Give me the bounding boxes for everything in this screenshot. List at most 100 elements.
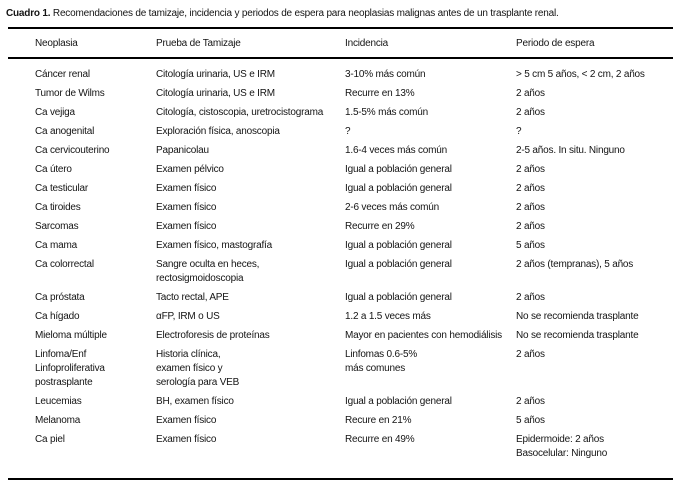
cell-incidencia: Igual a población general [345,183,452,194]
cell-periodo: 2 años [516,396,545,407]
cell-periodo: 5 años [516,240,545,251]
table-row: Ca colorrectal Sangre oculta en heces, re… [8,258,673,291]
cell-periodo: 2 años [516,183,545,194]
cell-prueba: Citología urinaria, US e IRM [156,69,275,80]
cell-periodo: 2 años [516,202,545,213]
cell-periodo: Epidermoide: 2 años Basocelular: Ninguno [516,434,608,459]
table-row: Ca anogenital Exploración física, anoscop… [8,125,673,144]
cell-incidencia: Igual a población general [345,164,452,175]
cell-incidencia: 3-10% más común [345,69,426,80]
table-row: Ca mama Examen físico, mastografía Igual a… [8,239,673,258]
cell-periodo: 2 años [516,221,545,232]
cell-periodo: 2 años [516,88,545,99]
cell-periodo: 2 años [516,107,545,118]
cell-incidencia: 1.6-4 veces más común [345,145,447,156]
cell-periodo: > 5 cm 5 años, < 2 cm, 2 años [516,69,645,80]
cell-periodo: No se recomienda trasplante [516,330,639,341]
cell-periodo: No se recomienda trasplante [516,311,639,322]
table-row: Sarcomas Examen físico Recurre en 29% 2 año… [8,220,673,239]
cell-neoplasia: Ca cervicouterino [35,145,110,156]
cell-prueba: Citología urinaria, US e IRM [156,88,275,99]
cell-neoplasia: Ca anogenital [35,126,95,137]
cell-neoplasia: Ca colorrectal [35,259,94,270]
cell-neoplasia: Sarcomas [35,221,79,232]
column-header-periodo: Periodo de espera [516,38,595,49]
cell-prueba: Sangre oculta en heces, rectosigmoidosco… [156,259,260,284]
cell-incidencia: Recurre en 29% [345,221,415,232]
cell-prueba: Examen físico [156,221,217,232]
column-header-prueba: Prueba de Tamizaje [156,38,241,49]
table-row: Ca hígado αFP, IRM o US 1.2 a 1.5 veces má… [8,310,673,329]
cell-neoplasia: Tumor de Wilms [35,88,105,99]
cell-neoplasia: Mieloma múltiple [35,330,107,341]
cell-incidencia: 1.5-5% más común [345,107,428,118]
cell-incidencia: 2-6 veces más común [345,202,440,213]
cell-prueba: Historia clínica, examen físico y serolo… [156,349,240,388]
table-row: Linfoma/Enf Linfoproliferativa postraspl… [8,348,673,395]
cell-prueba: Examen físico [156,415,217,426]
column-header-incidencia: Incidencia [345,38,389,49]
cell-periodo: 2-5 años. In situ. Ninguno [516,145,625,156]
cell-incidencia: Mayor en pacientes con hemodiálisis [345,330,502,341]
cell-prueba: Exploración física, anoscopia [156,126,280,137]
cell-periodo: 2 años [516,292,545,303]
cell-neoplasia: Melanoma [35,415,81,426]
cell-periodo: 2 años [516,349,545,360]
cell-neoplasia: Ca piel [35,434,65,445]
table-row: Mieloma múltiple Electroforesis de proteí… [8,329,673,348]
table-body: Cáncer renal Citología urinaria, US e IRM… [8,59,673,478]
table-row: Cáncer renal Citología urinaria, US e IRM… [8,68,673,87]
cell-incidencia: Igual a población general [345,396,452,407]
table-row: Ca próstata Tacto rectal, APE Igual a pobl… [8,291,673,310]
cell-neoplasia: Cáncer renal [35,69,90,80]
cell-prueba: BH, examen físico [156,396,234,407]
cell-incidencia: Recurre en 13% [345,88,415,99]
cell-neoplasia: Ca útero [35,164,72,175]
cell-periodo: 5 años [516,415,545,426]
cell-neoplasia: Linfoma/Enf Linfoproliferativa postraspl… [35,349,105,388]
cell-neoplasia: Ca hígado [35,311,80,322]
table-caption-label: Cuadro 1. [6,8,51,19]
table-row: Ca útero Examen pélvico Igual a población … [8,163,673,182]
cell-prueba: Examen físico [156,434,217,445]
cell-prueba: Electroforesis de proteínas [156,330,270,341]
cell-incidencia: Igual a población general [345,292,452,303]
cell-prueba: Papanicolau [156,145,209,156]
screening-table: Neoplasia Prueba de Tamizaje Incidencia … [8,27,673,480]
table-row: Melanoma Examen físico Recure en 21% 5 años [8,414,673,433]
cell-neoplasia: Ca vejiga [35,107,75,118]
cell-incidencia: Linfomas 0.6-5% más comunes [345,349,418,374]
table-row: Ca tiroides Examen físico 2-6 veces más co… [8,201,673,220]
table-row: Ca testicular Examen físico Igual a poblac… [8,182,673,201]
cell-incidencia: Igual a población general [345,240,452,251]
cell-incidencia: Recure en 21% [345,415,412,426]
cell-neoplasia: Leucemias [35,396,82,407]
table-row: Ca vejiga Citología, cistoscopia, uretroc… [8,106,673,125]
cell-incidencia: Igual a población general [345,259,452,270]
cell-prueba: Examen físico, mastografía [156,240,272,251]
table-row: Tumor de Wilms Citología urinaria, US e I… [8,87,673,106]
cell-prueba: αFP, IRM o US [156,311,220,322]
cell-periodo: 2 años (tempranas), 5 años [516,259,634,270]
cell-prueba: Examen físico [156,202,217,213]
cell-periodo: ? [516,126,522,137]
table-row: Leucemias BH, examen físico Igual a poblac… [8,395,673,414]
table-row: Ca piel Examen físico Recurre en 49% Epider… [8,433,673,466]
table-header-row: Neoplasia Prueba de Tamizaje Incidencia … [8,29,673,59]
cell-incidencia: 1.2 a 1.5 veces más [345,311,431,322]
cell-neoplasia: Ca tiroides [35,202,81,213]
cell-neoplasia: Ca testicular [35,183,88,194]
cell-incidencia: ? [345,126,351,137]
cell-neoplasia: Ca próstata [35,292,85,303]
table-row: Ca cervicouterino Papanicolau 1.6-4 veces … [8,144,673,163]
cell-periodo: 2 años [516,164,545,175]
cell-prueba: Examen pélvico [156,164,224,175]
cell-neoplasia: Ca mama [35,240,77,251]
table-caption-text: Recomendaciones de tamizaje, incidencia … [52,8,559,19]
cell-prueba: Examen físico [156,183,217,194]
table-caption: Cuadro 1. Recomendaciones de tamizaje, i… [0,0,679,20]
cell-incidencia: Recurre en 49% [345,434,415,445]
cell-prueba: Tacto rectal, APE [156,292,229,303]
cell-prueba: Citología, cistoscopia, uretrocistograma [156,107,324,118]
